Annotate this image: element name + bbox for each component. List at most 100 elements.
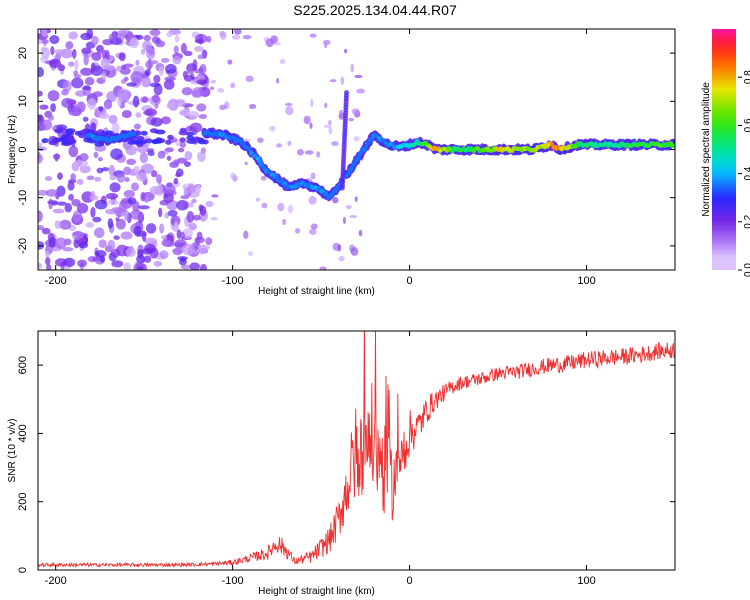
- heatmap-noise-blob: [328, 119, 332, 126]
- heatmap-x-tick-label: -100: [222, 275, 244, 287]
- heatmap-noise-blob: [38, 114, 45, 125]
- heatmap-noise-blob: [243, 138, 251, 143]
- heatmap-noise-blob: [220, 30, 227, 40]
- heatmap-noise-blob: [161, 57, 170, 63]
- heatmap-noise-blob: [55, 237, 67, 250]
- heatmap-noise-blob: [101, 70, 107, 81]
- heatmap-noise-blob: [145, 60, 154, 69]
- heatmap-noise-blob: [103, 99, 113, 110]
- heatmap-noise-blob: [227, 59, 233, 65]
- heatmap-noise-blob: [54, 220, 61, 230]
- heatmap-noise-blob: [167, 134, 174, 140]
- heatmap-noise-blob: [47, 90, 60, 102]
- heatmap-noise-blob: [261, 202, 268, 209]
- heatmap-noise-blob: [139, 152, 148, 164]
- heatmap-noise-blob: [61, 89, 69, 96]
- heatmap-noise-blob: [143, 110, 154, 116]
- heatmap-noise-blob: [350, 247, 359, 256]
- heatmap-noise-blob: [276, 77, 280, 84]
- heatmap-noise-blob: [192, 59, 198, 71]
- heatmap-noise-blob: [56, 201, 67, 206]
- heatmap-noise-blob: [82, 86, 92, 91]
- heatmap-noise-blob: [92, 91, 104, 98]
- heatmap-noise-blob: [44, 176, 53, 182]
- heatmap-noise-blob: [153, 260, 162, 267]
- heatmap-noise-blob: [269, 125, 276, 132]
- snr-y-axis-label: SNR (10 * v/v): [7, 419, 18, 483]
- heatmap-noise-blob: [151, 139, 159, 145]
- heatmap-noise-blob: [209, 86, 215, 91]
- heatmap-ridge-cell: [247, 146, 252, 152]
- heatmap-noise-blob: [38, 66, 45, 78]
- heatmap-noise-blob: [211, 194, 219, 198]
- heatmap-noise-blob: [111, 260, 124, 268]
- heatmap-noise-blob: [219, 104, 227, 111]
- heatmap-noise-blob: [309, 228, 317, 235]
- heatmap-noise-blob: [136, 135, 145, 141]
- heatmap-noise-blob: [257, 137, 264, 143]
- heatmap-noise-blob: [94, 176, 102, 182]
- heatmap-noise-blob: [186, 210, 195, 223]
- heatmap-noise-blob: [102, 49, 108, 60]
- heatmap-noise-blob: [276, 143, 283, 148]
- heatmap-noise-blob: [107, 239, 116, 251]
- heatmap-noise-blob: [161, 238, 171, 247]
- heatmap-noise-blob: [173, 159, 180, 166]
- heatmap-y-tick-label: 0: [17, 146, 29, 152]
- heatmap-noise-blob: [182, 70, 188, 79]
- heatmap-ridge-cell: [132, 131, 137, 137]
- heatmap-noise-blob: [99, 254, 105, 263]
- heatmap-noise-blob: [41, 39, 49, 44]
- heatmap-noise-blob: [324, 102, 328, 109]
- heatmap-noise-blob: [158, 207, 163, 218]
- heatmap-noise-blob: [130, 71, 143, 83]
- heatmap-noise-blob: [340, 76, 345, 86]
- heatmap-noise-blob: [38, 225, 45, 231]
- heatmap-noise-blob: [76, 101, 86, 113]
- heatmap-noise-blob: [81, 47, 92, 55]
- heatmap-noise-blob: [82, 116, 89, 122]
- heatmap-noise-blob: [41, 29, 48, 38]
- heatmap-noise-blob: [108, 33, 116, 42]
- heatmap-noise-blob: [180, 231, 185, 240]
- heatmap-noise-blob: [96, 167, 104, 174]
- heatmap-noise-blob: [277, 202, 285, 212]
- heatmap-noise-blob: [192, 214, 201, 221]
- heatmap-noise-blob: [135, 112, 142, 118]
- heatmap-noise-blob: [323, 124, 332, 129]
- colorbar-tick-label: 0.0: [743, 263, 750, 277]
- heatmap-noise-blob: [172, 55, 182, 65]
- heatmap-noise-blob: [45, 264, 52, 270]
- heatmap-noise-blob: [78, 241, 89, 249]
- heatmap-noise-blob: [127, 197, 137, 205]
- heatmap-noise-blob: [116, 173, 126, 183]
- heatmap-noise: [38, 29, 366, 270]
- snr-series-line: [38, 331, 675, 569]
- heatmap-noise-blob: [150, 117, 163, 127]
- heatmap-noise-blob: [255, 197, 260, 202]
- heatmap-noise-blob: [137, 266, 144, 270]
- heatmap-noise-blob: [90, 62, 96, 72]
- heatmap-noise-blob: [100, 57, 110, 69]
- heatmap-noise-blob: [328, 126, 333, 135]
- heatmap-noise-blob: [109, 182, 121, 193]
- heatmap-noise-blob: [166, 31, 173, 38]
- heatmap-noise-blob: [265, 38, 274, 48]
- heatmap-noise-blob: [184, 161, 191, 167]
- heatmap-noise-blob: [183, 186, 188, 198]
- heatmap-noise-blob: [121, 200, 129, 205]
- heatmap-noise-blob: [98, 105, 104, 112]
- heatmap-noise-blob: [136, 254, 146, 264]
- heatmap-noise-blob: [140, 191, 146, 202]
- heatmap-noise-blob: [149, 186, 161, 195]
- heatmap-noise-blob: [74, 59, 79, 71]
- heatmap-noise-blob: [348, 117, 355, 122]
- heatmap-noise-blob: [38, 262, 43, 269]
- heatmap-noise-blob: [109, 175, 117, 181]
- snr-x-axis-label: Height of straight line (km): [258, 586, 375, 597]
- heatmap-noise-blob: [196, 79, 208, 85]
- heatmap-noise-blob: [54, 153, 59, 162]
- heatmap-noise-blob: [123, 189, 135, 198]
- figure-title: S225.2025.134.04.44.R07: [293, 2, 457, 18]
- heatmap-noise-blob: [115, 218, 126, 230]
